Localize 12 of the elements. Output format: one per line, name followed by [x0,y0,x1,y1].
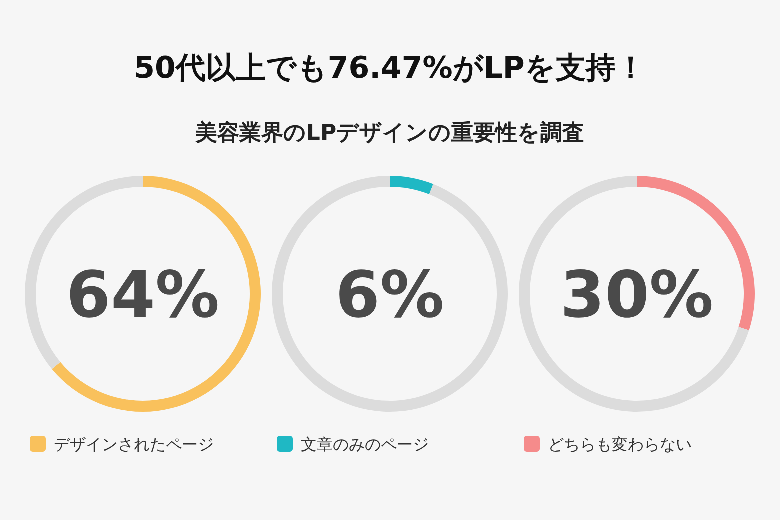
legend-label: どちらも変わらない [548,434,692,454]
text: 64% [66,259,220,334]
donut-slice [390,176,434,195]
text: 30% [560,259,714,334]
donut-slice [272,176,508,412]
donut-slice [519,176,750,412]
text: 50代以上でも76.47%がLPを支持！ [134,51,646,86]
legend-label: 文章のみのページ [301,434,429,454]
text: 美容業界のLPデザインの重要性を調査 [194,120,585,146]
legend-label: デザインされたページ [54,434,214,454]
donut-slice [52,176,261,412]
text: 6% [336,259,444,334]
